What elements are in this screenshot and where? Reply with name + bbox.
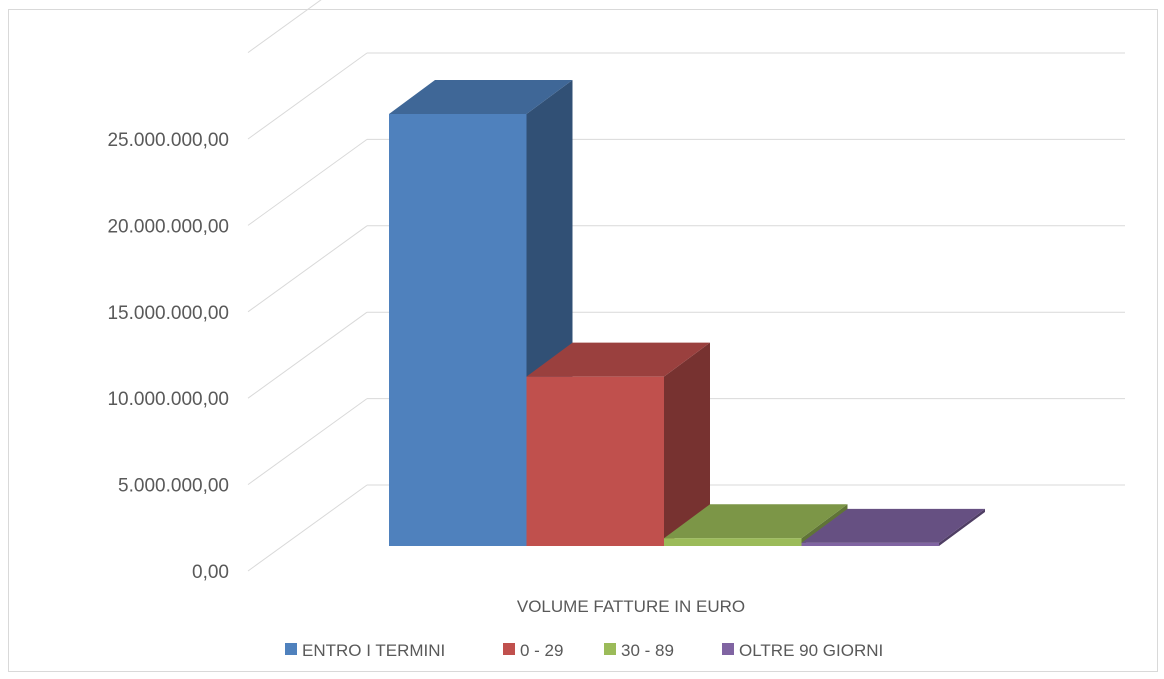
legend-label: OLTRE 90 GIORNI — [739, 641, 883, 660]
gridline-diagonal — [247, 52, 368, 140]
legend-swatch — [503, 643, 515, 655]
y-tick-label: 25.000.000,00 — [107, 130, 229, 151]
bar-side — [664, 342, 710, 546]
bar-front — [526, 376, 664, 546]
y-tick-label: 5.000.000,00 — [118, 476, 229, 497]
bar — [801, 508, 985, 546]
legend-swatch — [604, 643, 616, 655]
legend-label: 0 - 29 — [520, 641, 563, 660]
bar-top — [664, 504, 848, 539]
legend-item: OLTRE 90 GIORNI — [722, 641, 883, 660]
legend-item: 30 - 89 — [604, 641, 674, 660]
legend: ENTRO I TERMINI 0 - 29 30 - 89 OLTRE 90 GIO… — [285, 641, 883, 660]
gridline-diagonal — [247, 484, 368, 572]
gridline-diagonal — [247, 138, 368, 226]
chart-frame — [8, 9, 1158, 672]
legend-item: 0 - 29 — [503, 641, 563, 660]
legend-item: ENTRO I TERMINI — [285, 641, 445, 660]
bar-front — [664, 538, 802, 546]
y-tick-label: 20.000.000,00 — [107, 216, 229, 237]
gridline-diagonal — [247, 311, 368, 399]
legend-swatch — [722, 643, 734, 655]
bar-side — [939, 508, 985, 546]
bar-front — [389, 114, 527, 546]
y-tick-label: 0,00 — [192, 562, 229, 583]
bars — [389, 80, 985, 546]
gridline-diagonal — [247, 225, 368, 313]
legend-label: ENTRO I TERMINI — [302, 641, 445, 660]
legend-label: 30 - 89 — [621, 641, 674, 660]
y-tick-label: 15.000.000,00 — [107, 303, 229, 324]
bar-top — [389, 80, 573, 114]
x-category-label: VOLUME FATTURE IN EURO — [517, 597, 745, 616]
gridline-diagonal — [247, 0, 322, 54]
bar-top — [801, 508, 985, 543]
legend-swatch — [285, 643, 297, 655]
bar-front — [801, 542, 939, 546]
bar — [526, 342, 710, 546]
y-tick-label: 10.000.000,00 — [107, 389, 229, 410]
y-axis-ticks: 0,00 5.000.000,00 10.000.000,00 15.000.000,… — [107, 130, 229, 583]
bar-top — [526, 342, 710, 377]
gridline-diagonal — [247, 398, 368, 486]
